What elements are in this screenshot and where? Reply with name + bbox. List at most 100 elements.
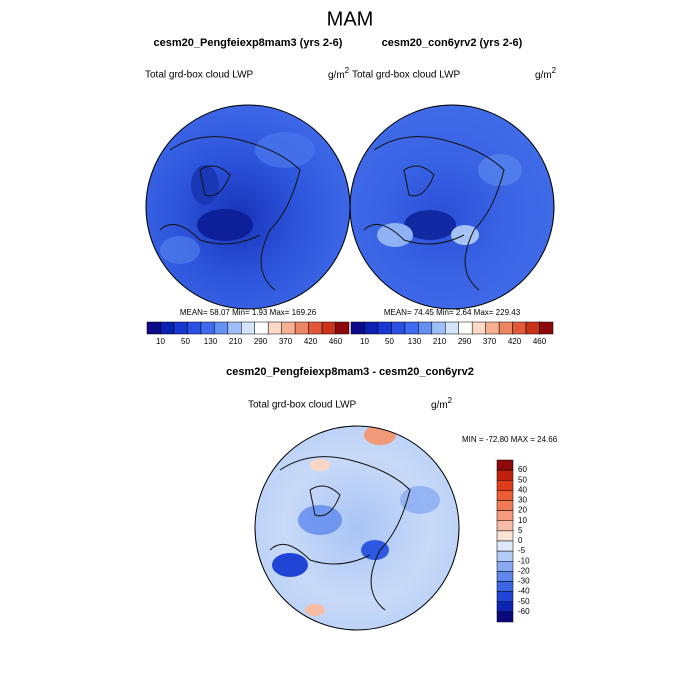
colorbar-box xyxy=(377,321,392,335)
colorbar-label: 50 xyxy=(518,475,527,484)
colorbar-box xyxy=(404,321,419,335)
colorbar-label: 20 xyxy=(518,506,527,515)
colorbar-box xyxy=(445,321,459,335)
colorbar-box xyxy=(418,321,433,335)
colorbar-box xyxy=(496,611,514,623)
units: g/m xyxy=(535,70,552,81)
colorbar-label: 30 xyxy=(518,496,527,505)
colorbar-box xyxy=(294,321,309,335)
colorbar-label: 290 xyxy=(458,337,472,346)
colorbar-box xyxy=(512,321,527,335)
stats: MEAN= 58.07 Min= 1.93 Max= 169.26 xyxy=(180,308,317,317)
colorbar-label: 0 xyxy=(518,536,523,545)
colorbar-box xyxy=(254,321,269,335)
colorbar-box xyxy=(187,321,202,335)
left-label: Total grd-box cloud LWP xyxy=(145,70,254,81)
colorbar-box xyxy=(335,321,350,335)
map xyxy=(254,425,460,631)
map xyxy=(349,104,555,310)
panel-title: cesm20_Pengfeiexp8mam3 (yrs 2-6) xyxy=(154,37,343,49)
colorbar-label: 130 xyxy=(204,337,218,346)
colorbar-box xyxy=(431,321,446,335)
colorbar-box xyxy=(496,591,514,602)
colorbar-box xyxy=(281,321,296,335)
colorbar-label: -40 xyxy=(518,587,530,596)
colorbar-box xyxy=(496,480,514,491)
colorbar-box xyxy=(496,490,514,501)
difference-title: cesm20_Pengfeiexp8mam3 - cesm20_con6yrv2 xyxy=(226,366,474,378)
units-power: 2 xyxy=(448,396,453,405)
colorbar-box xyxy=(496,530,514,542)
colorbar-label: -20 xyxy=(518,566,530,575)
units: g/m2 xyxy=(328,66,350,81)
colorbar-box xyxy=(458,321,473,335)
figure-title: MAM xyxy=(327,8,374,30)
colorbar-box xyxy=(496,601,514,613)
units: g/m xyxy=(431,400,448,411)
colorbar-label: 370 xyxy=(483,337,497,346)
colorbar-label: 420 xyxy=(508,337,522,346)
colorbar-box xyxy=(160,321,175,335)
colorbar-box xyxy=(496,561,514,572)
left-label: Total grd-box cloud LWP xyxy=(248,400,357,411)
min-max: MIN = -72.80 MAX = 24.66 xyxy=(462,435,558,444)
colorbar-box xyxy=(539,321,554,335)
left-label: Total grd-box cloud LWP xyxy=(352,70,461,81)
colorbar-box xyxy=(525,321,540,335)
colorbar-box xyxy=(496,581,514,592)
stats: MEAN= 74.45 Min= 2.64 Max= 229.43 xyxy=(384,308,521,317)
colorbar-box xyxy=(146,321,161,335)
colorbar-label: 40 xyxy=(518,485,527,494)
colorbar-label: 10 xyxy=(156,337,165,346)
units: g/m2 xyxy=(431,396,453,411)
colorbar-label: 370 xyxy=(279,337,293,346)
colorbar-box xyxy=(498,321,513,335)
colorbar-box xyxy=(350,321,365,335)
colorbar-box xyxy=(364,321,379,335)
colorbar-box xyxy=(241,321,255,335)
colorbar-label: -10 xyxy=(518,556,530,565)
panel-title: cesm20_con6yrv2 (yrs 2-6) xyxy=(382,37,523,49)
colorbar-label: 5 xyxy=(518,526,523,535)
colorbar-label: 10 xyxy=(360,337,369,346)
colorbar-label: 420 xyxy=(304,337,318,346)
map xyxy=(145,104,351,310)
colorbar-label: 290 xyxy=(254,337,268,346)
colorbar-box xyxy=(496,510,514,521)
colorbar-box xyxy=(173,321,188,335)
colorbar-label: 210 xyxy=(229,337,243,346)
colorbar-label: 50 xyxy=(385,337,394,346)
colorbar-label: 460 xyxy=(329,337,343,346)
colorbar-label: -50 xyxy=(518,597,530,606)
colorbar-box xyxy=(496,540,514,552)
colorbar-box xyxy=(496,571,514,582)
colorbar-label: 10 xyxy=(518,516,527,525)
colorbar-box xyxy=(321,321,336,335)
colorbar-label: -30 xyxy=(518,577,530,586)
colorbar-box xyxy=(496,550,514,562)
colorbar-box xyxy=(200,321,215,335)
colorbar-box xyxy=(308,321,323,335)
colorbar-label: -5 xyxy=(518,546,526,555)
units-power: 2 xyxy=(345,66,350,75)
colorbar-box xyxy=(471,321,486,335)
colorbar-box xyxy=(496,500,514,511)
colorbar-box xyxy=(391,321,406,335)
colorbar-box xyxy=(267,321,282,335)
colorbar-box xyxy=(485,321,500,335)
colorbar-label: 210 xyxy=(433,337,447,346)
colorbar-box xyxy=(214,321,229,335)
colorbar-label: 460 xyxy=(533,337,547,346)
units: g/m xyxy=(328,70,345,81)
colorbar-label: 60 xyxy=(518,465,527,474)
units-power: 2 xyxy=(552,66,557,75)
colorbar-label: -60 xyxy=(518,607,530,616)
colorbar-box xyxy=(496,520,514,532)
units: g/m2 xyxy=(535,66,557,81)
colorbar-box xyxy=(227,321,242,335)
colorbar-label: 130 xyxy=(408,337,422,346)
colorbar-label: 50 xyxy=(181,337,190,346)
colorbar-box xyxy=(496,469,514,481)
colorbar-box xyxy=(496,459,514,471)
